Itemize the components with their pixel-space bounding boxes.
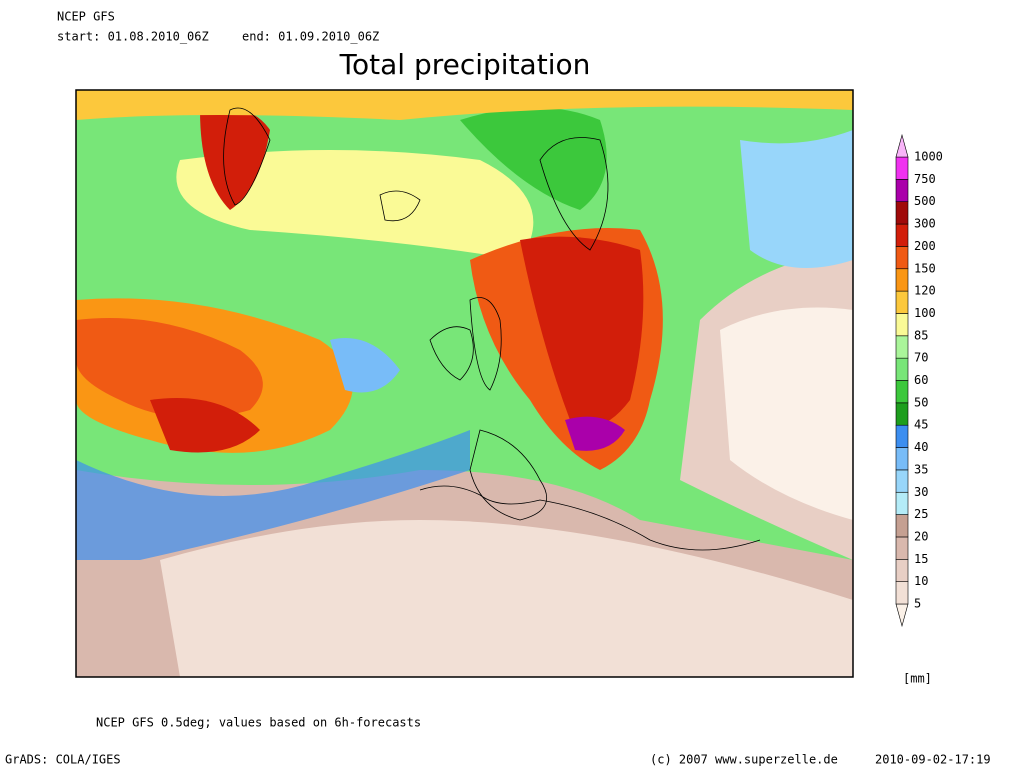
colorbar-box — [895, 268, 909, 292]
colorbar-label: 35 — [914, 462, 928, 476]
colorbar-label: 40 — [914, 440, 928, 454]
colorbar-box — [895, 469, 909, 493]
colorbar: 5 10 15 20 25 30 35 40 45 50 60 70 85 100 120 150 200 300… — [895, 133, 943, 628]
source-note: NCEP GFS 0.5deg; values based on 6h-fore… — [96, 716, 421, 730]
colorbar-box — [895, 179, 909, 203]
colorbar-box — [895, 246, 909, 270]
colorbar-label: 15 — [914, 552, 928, 566]
colorbar-box — [895, 357, 909, 381]
coastlines — [223, 107, 761, 551]
colorbar-label: 120 — [914, 284, 936, 298]
colorbar-box — [895, 514, 909, 538]
colorbar-box — [895, 536, 909, 560]
start-label: start: 01.08.2010_06Z — [57, 30, 209, 44]
colorbar-label: 150 — [914, 261, 936, 275]
colorbar-label: 25 — [914, 507, 928, 521]
colorbar-label: 30 — [914, 485, 928, 499]
colorbar-label: 70 — [914, 351, 928, 365]
colorbar-label: 10 — [914, 574, 928, 588]
colorbar-box — [895, 313, 909, 337]
colorbar-label: 20 — [914, 529, 928, 543]
colorbar-label: 45 — [914, 418, 928, 432]
colorbar-box — [895, 335, 909, 359]
unit-label: [mm] — [903, 672, 932, 686]
colorbar-box — [895, 223, 909, 247]
colorbar-label: 100 — [914, 306, 936, 320]
model-label: NCEP GFS — [57, 10, 115, 24]
colorbar-box — [895, 402, 909, 426]
colorbar-box — [895, 424, 909, 448]
copyright: (c) 2007 www.superzelle.de — [650, 753, 838, 767]
map — [75, 89, 854, 678]
colorbar-box — [895, 447, 909, 471]
colorbar-box — [895, 201, 909, 225]
colorbar-label: 200 — [914, 239, 936, 253]
colorbar-lower-cap — [895, 603, 909, 628]
colorbar-label: 500 — [914, 194, 936, 208]
colorbar-upper-cap — [895, 133, 909, 158]
end-label: end: 01.09.2010_06Z — [242, 30, 379, 44]
colorbar-box — [895, 290, 909, 314]
colorbar-box — [895, 558, 909, 582]
software-credit: GrADS: COLA/IGES — [5, 753, 121, 767]
colorbar-label: 85 — [914, 328, 928, 342]
colorbar-box — [895, 491, 909, 515]
colorbar-box — [895, 156, 909, 180]
map-title: Total precipitation — [339, 48, 591, 81]
colorbar-label: 1000 — [914, 150, 943, 164]
colorbar-box — [895, 581, 909, 605]
colorbar-label: 300 — [914, 217, 936, 231]
timestamp: 2010-09-02-17:19 — [875, 753, 991, 767]
colorbar-label: 750 — [914, 172, 936, 186]
colorbar-label: 5 — [914, 597, 921, 611]
colorbar-label: 60 — [914, 373, 928, 387]
colorbar-label: 50 — [914, 395, 928, 409]
colorbar-box — [895, 380, 909, 404]
